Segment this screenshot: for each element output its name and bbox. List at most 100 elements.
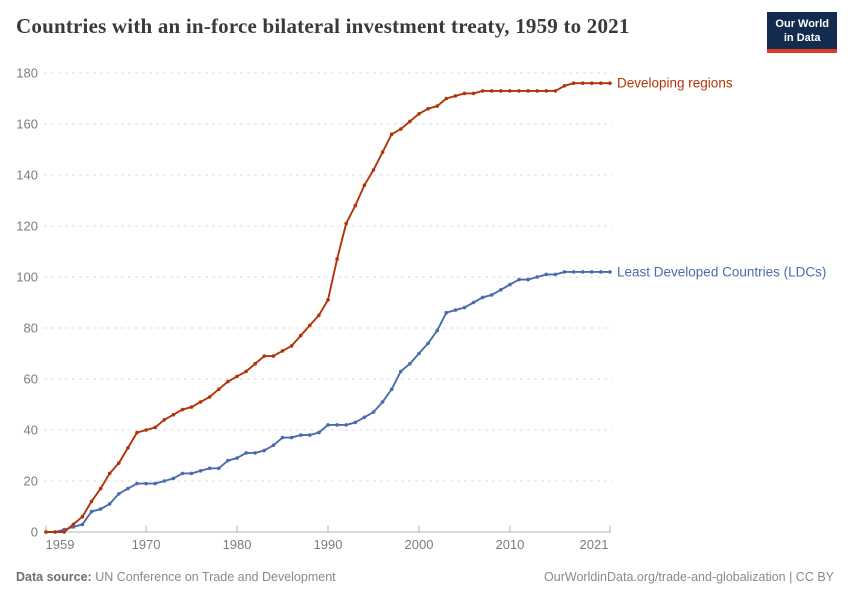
y-tick-label: 80 <box>24 321 38 336</box>
series-marker-developing-regions <box>471 91 476 96</box>
series-marker-developing-regions <box>462 91 467 96</box>
series-marker-least-developed-countries-ldcs <box>335 423 339 427</box>
series-marker-developing-regions <box>153 425 157 430</box>
series-marker-developing-regions <box>162 418 167 422</box>
series-marker-least-developed-countries-ldcs <box>98 507 103 511</box>
series-marker-developing-regions <box>426 106 430 111</box>
series-marker-least-developed-countries-ldcs <box>253 451 257 455</box>
series-marker-developing-regions <box>562 84 567 88</box>
series-marker-developing-regions <box>244 369 248 374</box>
series-marker-developing-regions <box>117 461 121 465</box>
series-marker-developing-regions <box>599 81 603 85</box>
series-marker-least-developed-countries-ldcs <box>217 466 221 471</box>
y-tick-label: 60 <box>24 372 38 387</box>
x-tick-label: 1959 <box>46 537 75 552</box>
series-marker-least-developed-countries-ldcs <box>144 481 148 486</box>
owid-logo-line1: Our World <box>775 18 829 30</box>
x-tick-label: 2000 <box>405 537 434 552</box>
series-marker-developing-regions <box>253 361 257 366</box>
y-tick-label: 0 <box>31 525 38 540</box>
series-marker-developing-regions <box>435 104 440 108</box>
series-marker-developing-regions <box>444 96 449 101</box>
series-marker-least-developed-countries-ldcs <box>244 451 248 455</box>
series-marker-least-developed-countries-ldcs <box>599 270 603 274</box>
series-marker-developing-regions <box>262 354 267 358</box>
series-line-developing-regions[interactable] <box>45 82 611 533</box>
series-marker-developing-regions <box>62 530 66 534</box>
series-marker-least-developed-countries-ldcs <box>562 270 567 274</box>
series-marker-least-developed-countries-ldcs <box>226 458 230 463</box>
series-marker-developing-regions <box>107 471 112 476</box>
series-marker-developing-regions <box>535 89 539 93</box>
x-tick-label: 1990 <box>314 537 343 552</box>
series-marker-developing-regions <box>53 530 57 534</box>
series-marker-developing-regions <box>217 387 221 392</box>
series-marker-developing-regions <box>571 81 576 85</box>
series-marker-developing-regions <box>371 168 376 172</box>
series-marker-least-developed-countries-ldcs <box>135 481 139 486</box>
series-marker-least-developed-countries-ldcs <box>153 481 157 486</box>
series-marker-least-developed-countries-ldcs <box>317 430 321 435</box>
series-marker-least-developed-countries-ldcs <box>544 272 549 277</box>
series-marker-least-developed-countries-ldcs <box>453 308 458 312</box>
series-marker-least-developed-countries-ldcs <box>308 433 312 437</box>
series-marker-developing-regions <box>389 132 394 136</box>
owid-logo[interactable]: Our World in Data <box>767 12 837 53</box>
series-marker-least-developed-countries-ldcs <box>389 387 394 392</box>
series-marker-least-developed-countries-ldcs <box>207 466 212 471</box>
series-marker-least-developed-countries-ldcs <box>571 270 576 274</box>
series-marker-developing-regions <box>189 405 194 409</box>
series-marker-developing-regions <box>71 522 76 527</box>
series-marker-developing-regions <box>380 150 385 154</box>
series-marker-developing-regions <box>580 81 585 85</box>
series-line-least-developed-countries-ldcs[interactable] <box>45 270 611 533</box>
series-marker-least-developed-countries-ldcs <box>171 476 176 481</box>
y-tick-label: 20 <box>24 474 38 489</box>
y-tick-label: 140 <box>16 168 38 183</box>
series-marker-developing-regions <box>298 333 303 338</box>
series-marker-developing-regions <box>308 323 312 328</box>
series-marker-developing-regions <box>198 400 203 404</box>
series-marker-developing-regions <box>608 81 612 85</box>
series-marker-developing-regions <box>453 94 458 98</box>
series-marker-least-developed-countries-ldcs <box>117 492 121 496</box>
series-marker-least-developed-countries-ldcs <box>508 282 512 287</box>
series-marker-developing-regions <box>553 89 558 93</box>
series-label-least-developed-countries-ldcs[interactable]: Least Developed Countries (LDCs) <box>617 264 826 279</box>
series-marker-developing-regions <box>344 221 349 226</box>
x-tick-label: 2010 <box>495 537 524 552</box>
series-marker-least-developed-countries-ldcs <box>107 502 112 506</box>
owid-url-text[interactable]: OurWorldinData.org/trade-and-globalizati… <box>544 570 834 584</box>
series-marker-developing-regions <box>590 81 594 85</box>
series-marker-least-developed-countries-ldcs <box>471 300 476 305</box>
series-marker-developing-regions <box>180 407 185 412</box>
chart-footer: Data source: UN Conference on Trade and … <box>0 570 850 588</box>
series-marker-developing-regions <box>399 127 403 131</box>
series-marker-least-developed-countries-ldcs <box>371 410 376 414</box>
x-tick-label: 1980 <box>223 537 252 552</box>
series-marker-developing-regions <box>44 530 48 534</box>
series-marker-developing-regions <box>326 298 330 302</box>
series-marker-least-developed-countries-ldcs <box>553 272 558 277</box>
series-marker-least-developed-countries-ldcs <box>353 420 358 425</box>
series-label-developing-regions[interactable]: Developing regions <box>617 76 733 91</box>
x-tick-label: 2021 <box>580 537 609 552</box>
owid-logo-line2: in Data <box>783 32 821 45</box>
data-source-label: Data source: <box>16 570 92 584</box>
series-marker-least-developed-countries-ldcs <box>289 435 294 440</box>
y-tick-label: 180 <box>16 66 38 81</box>
series-marker-least-developed-countries-ldcs <box>262 448 267 453</box>
series-marker-least-developed-countries-ldcs <box>480 295 485 300</box>
series-marker-developing-regions <box>362 183 367 187</box>
series-marker-least-developed-countries-ldcs <box>89 509 94 514</box>
series-marker-developing-regions <box>480 89 485 93</box>
series-marker-developing-regions <box>89 499 94 504</box>
series-marker-least-developed-countries-ldcs <box>435 328 440 333</box>
x-tick-label: 1970 <box>132 537 161 552</box>
series-marker-least-developed-countries-ldcs <box>326 423 330 427</box>
series-marker-developing-regions <box>135 430 139 435</box>
series-marker-least-developed-countries-ldcs <box>235 456 239 460</box>
series-marker-developing-regions <box>144 428 148 432</box>
series-marker-least-developed-countries-ldcs <box>344 423 349 427</box>
series-marker-developing-regions <box>80 514 85 519</box>
